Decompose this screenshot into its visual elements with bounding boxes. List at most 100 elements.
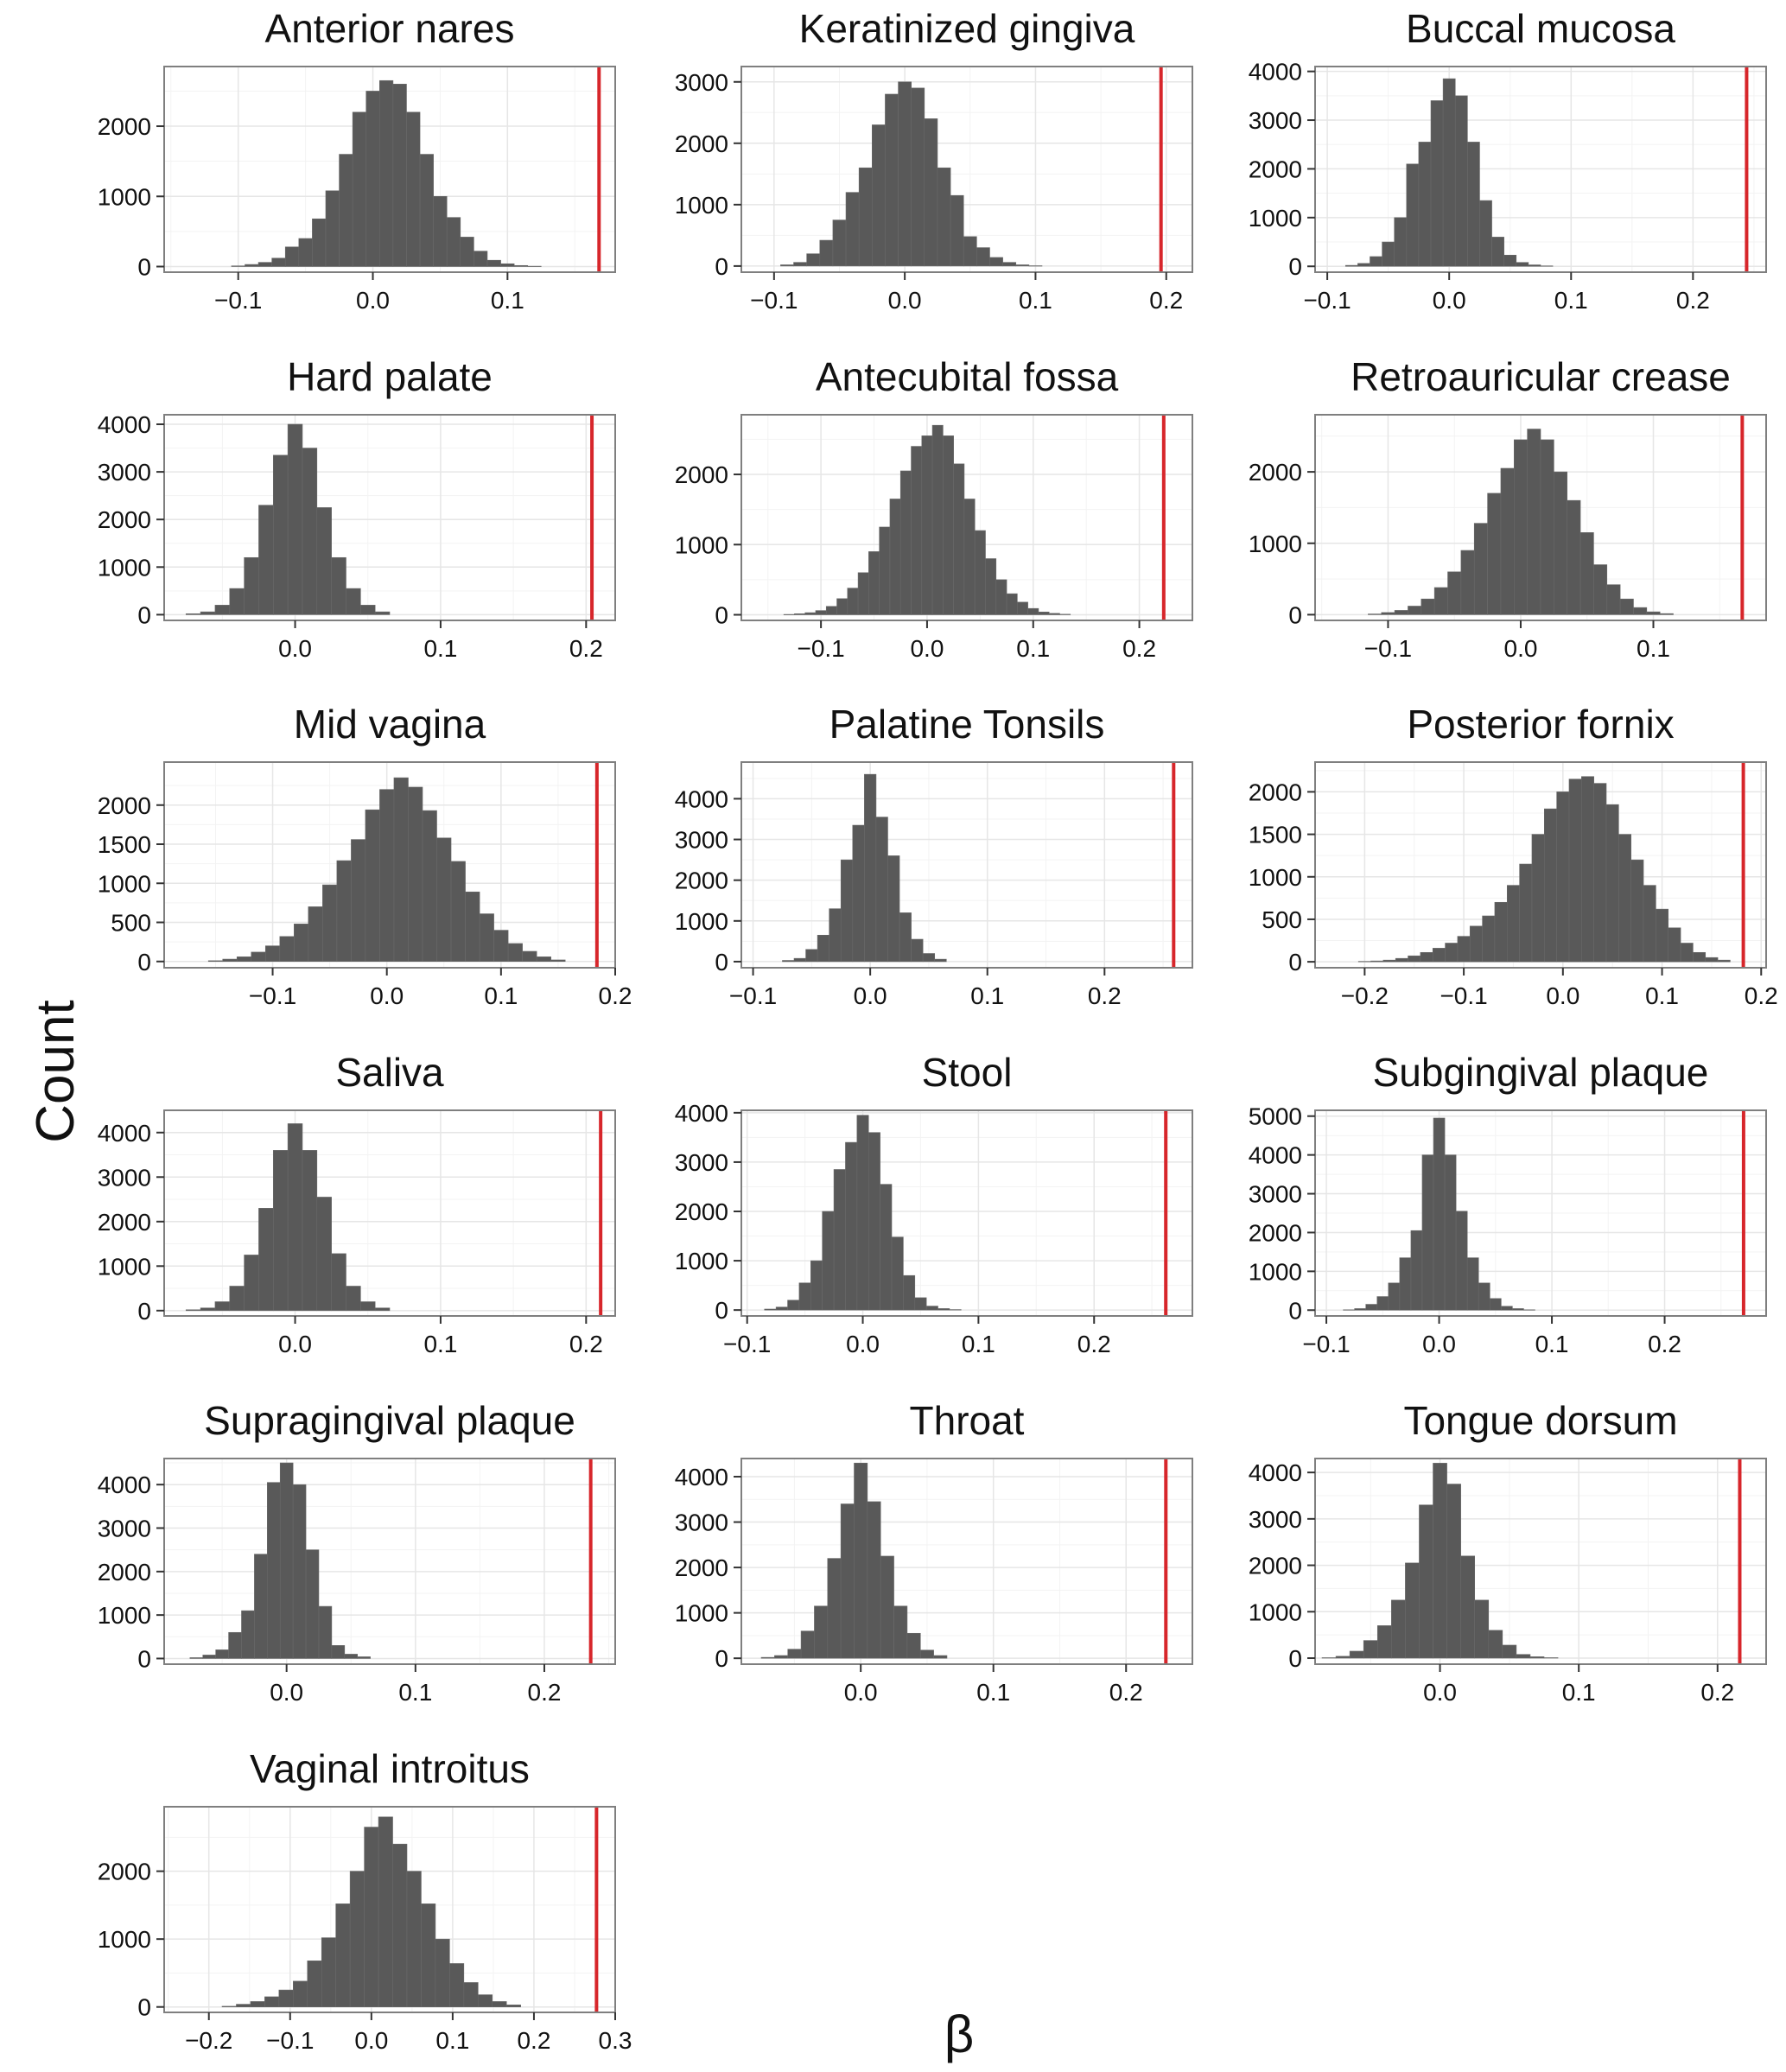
x-tick-label: 0.1: [435, 2027, 469, 2054]
x-tick-label: 0.2: [1149, 287, 1183, 314]
histogram-bar: [864, 773, 877, 963]
y-tick-label: 500: [1262, 906, 1302, 933]
x-tick-label: 0.0: [854, 982, 887, 1009]
x-tick-label: 0.0: [910, 635, 944, 662]
histogram-bar: [875, 817, 888, 963]
histogram-bar: [943, 435, 954, 615]
histogram-bar: [1454, 95, 1468, 267]
histogram-bar: [1489, 1298, 1502, 1311]
histogram-bar: [433, 195, 448, 267]
y-tick-label: 3000: [98, 1164, 151, 1191]
y-tick-label: 3000: [1249, 1506, 1302, 1533]
histogram-bar: [505, 2005, 521, 2008]
histogram-bar: [1488, 1630, 1503, 1659]
histogram-bar: [492, 2001, 507, 2008]
y-tick-label: 0: [137, 254, 151, 281]
y-tick-label: 3000: [1249, 1181, 1302, 1208]
panel-border: [740, 1109, 1193, 1317]
histogram-bar: [1006, 593, 1018, 615]
histogram-bar: [1529, 1656, 1545, 1659]
x-tick-label: 0.0: [888, 287, 922, 314]
y-tick-label: 0: [137, 949, 151, 976]
histogram-bar: [898, 81, 912, 267]
histogram-bar: [316, 507, 332, 615]
histogram-bar: [339, 154, 353, 267]
histogram-bar: [360, 1301, 376, 1312]
histogram-bar: [872, 124, 886, 267]
histogram-bar: [1447, 571, 1462, 615]
histogram-bar: [244, 556, 259, 615]
histogram-bar: [1512, 1308, 1524, 1311]
histogram-bar: [236, 957, 252, 963]
histogram-bar: [419, 154, 434, 267]
histogram-bar: [1540, 265, 1554, 267]
x-axis-title: β: [944, 2005, 975, 2063]
histogram-bar: [1015, 264, 1030, 267]
panel-title: Mid vagina: [294, 702, 486, 747]
x-tick-label: 0.2: [528, 1679, 562, 1706]
histogram-bar: [365, 91, 380, 267]
x-tick-label: 0.0: [356, 287, 390, 314]
histogram-bar: [867, 1501, 881, 1659]
histogram-bar: [856, 1115, 869, 1311]
histogram-bar: [887, 855, 900, 963]
y-tick-label: 2000: [1249, 1553, 1302, 1579]
x-tick-label: 0.0: [278, 1331, 312, 1357]
histogram-bar: [1445, 943, 1459, 963]
y-tick-label: 2000: [98, 792, 151, 819]
facet-panel: Tongue dorsum 0 1000 2000 3000 4000 0.0 0.1 0.2: [1249, 1398, 1767, 1706]
x-tick-label: 0.1: [976, 1679, 1010, 1706]
x-tick-label: 0.2: [599, 982, 632, 1009]
histogram-bar: [228, 1631, 242, 1659]
x-tick-label: 0.1: [398, 1679, 432, 1706]
histogram-bar: [1556, 791, 1570, 963]
histogram-bar: [344, 1654, 359, 1659]
histogram-bar: [857, 572, 869, 615]
histogram-bar: [782, 960, 795, 963]
x-tick-label: 0.3: [599, 2027, 632, 2054]
histogram-bar: [1567, 499, 1581, 615]
histogram-bar: [302, 448, 318, 615]
histogram-bar: [933, 1655, 948, 1659]
histogram-bar: [284, 246, 300, 267]
histogram-bar: [1028, 265, 1043, 267]
histogram-bar: [465, 891, 480, 963]
histogram-bar: [1408, 955, 1421, 963]
histogram-bar: [1593, 783, 1607, 963]
y-tick-label: 0: [1288, 1297, 1302, 1324]
y-tick-label: 2000: [1249, 1219, 1302, 1246]
histogram-bar: [800, 1630, 815, 1659]
panel-border: [163, 414, 616, 621]
x-tick-label: 0.2: [1745, 982, 1778, 1009]
histogram-bar: [279, 1462, 294, 1659]
y-tick-label: 4000: [98, 411, 151, 438]
facet-panel: Keratinized gingiva 0 1000 2000 3000 −0.1 0.0 0…: [675, 6, 1193, 314]
histogram-bar: [783, 613, 795, 615]
histogram-bar: [1406, 163, 1420, 267]
histogram-bar: [806, 253, 821, 267]
x-tick-label: 0.2: [517, 2027, 550, 2054]
y-tick-label: 1000: [98, 183, 151, 210]
histogram-bar: [279, 936, 295, 963]
histogram-bar: [229, 1286, 245, 1312]
histogram-bar: [1446, 1484, 1461, 1659]
y-tick-label: 3000: [1249, 107, 1302, 134]
x-tick-label: 0.1: [491, 287, 524, 314]
histogram-bar: [241, 1610, 255, 1659]
histogram-bar: [393, 777, 409, 963]
histogram-bar: [911, 938, 924, 963]
histogram-bar: [885, 93, 899, 267]
panel-title: Keratinized gingiva: [799, 6, 1135, 51]
histogram-bar: [794, 613, 805, 615]
x-tick-label: 0.0: [270, 1679, 303, 1706]
x-tick-label: −0.1: [249, 982, 296, 1009]
panel-border: [1314, 1109, 1767, 1317]
histogram-bar: [1519, 863, 1533, 963]
histogram-bar: [292, 1484, 307, 1659]
facet-panel: Palatine Tonsils 0 1000 2000 3000 4000 −0.1 0.0…: [675, 702, 1193, 1009]
histogram-bar: [832, 219, 847, 267]
x-tick-label: −0.1: [214, 287, 262, 314]
y-tick-label: 2000: [98, 1559, 151, 1586]
histogram-bar: [1680, 943, 1694, 963]
histogram-bar: [1382, 241, 1395, 267]
